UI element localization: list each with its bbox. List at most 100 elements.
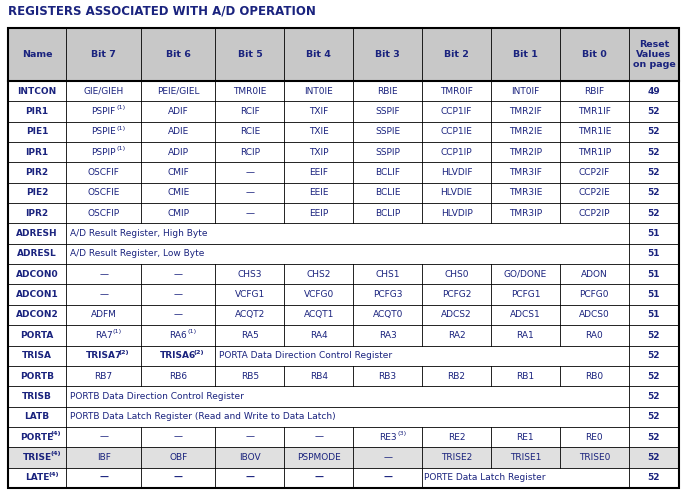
Text: PEIE/GIEL: PEIE/GIEL xyxy=(157,87,199,96)
Text: TMR3IF: TMR3IF xyxy=(509,168,542,177)
Text: Name: Name xyxy=(22,50,52,59)
Text: TMR2IE: TMR2IE xyxy=(509,127,542,136)
Text: EEIP: EEIP xyxy=(309,209,328,218)
Text: CHS3: CHS3 xyxy=(238,270,262,279)
Bar xyxy=(8,325,679,346)
Text: PIE2: PIE2 xyxy=(26,188,48,197)
Text: ADRESL: ADRESL xyxy=(17,249,57,258)
Text: TMR3IP: TMR3IP xyxy=(509,209,542,218)
Text: ACQT0: ACQT0 xyxy=(372,310,403,319)
Text: IBF: IBF xyxy=(97,453,111,462)
Text: PORTB Data Latch Register (Read and Write to Data Latch): PORTB Data Latch Register (Read and Writ… xyxy=(70,412,336,421)
Text: TXIP: TXIP xyxy=(309,148,328,157)
Text: RE0: RE0 xyxy=(585,433,603,441)
Text: —: — xyxy=(174,310,183,319)
Text: 52: 52 xyxy=(648,331,660,340)
Text: PORTE: PORTE xyxy=(21,433,54,441)
Text: INT0IE: INT0IE xyxy=(304,87,333,96)
Text: TRISA7: TRISA7 xyxy=(85,351,122,360)
Bar xyxy=(8,223,679,244)
Text: Bit 1: Bit 1 xyxy=(513,50,538,59)
Text: RE1: RE1 xyxy=(517,433,534,441)
Text: CHS1: CHS1 xyxy=(375,270,400,279)
Text: —: — xyxy=(99,473,108,482)
Text: RB6: RB6 xyxy=(169,372,188,380)
Text: —: — xyxy=(174,473,183,482)
Text: Bit 7: Bit 7 xyxy=(91,50,116,59)
Text: OBF: OBF xyxy=(169,453,188,462)
Text: A/D Result Register, Low Byte: A/D Result Register, Low Byte xyxy=(70,249,205,258)
Text: 52: 52 xyxy=(648,168,660,177)
Text: (2): (2) xyxy=(119,350,129,355)
Bar xyxy=(8,81,679,101)
Text: BCLIE: BCLIE xyxy=(375,188,401,197)
Text: INT0IF: INT0IF xyxy=(511,87,539,96)
Text: RA0: RA0 xyxy=(585,331,603,340)
Text: SSPIP: SSPIP xyxy=(375,148,400,157)
Text: TMR2IP: TMR2IP xyxy=(509,148,542,157)
Text: 52: 52 xyxy=(648,372,660,380)
Text: PSPIP: PSPIP xyxy=(91,148,116,157)
Text: RB2: RB2 xyxy=(447,372,466,380)
Text: 52: 52 xyxy=(648,351,660,360)
Bar xyxy=(8,122,679,142)
Text: Bit 6: Bit 6 xyxy=(166,50,190,59)
Text: Bit 0: Bit 0 xyxy=(582,50,607,59)
Text: —: — xyxy=(174,290,183,299)
Text: 51: 51 xyxy=(648,270,660,279)
Text: RBIE: RBIE xyxy=(377,87,398,96)
Text: —: — xyxy=(245,209,254,218)
Text: —: — xyxy=(99,290,108,299)
Text: RA4: RA4 xyxy=(310,331,328,340)
Text: EEIE: EEIE xyxy=(309,188,328,197)
Text: HLVDIE: HLVDIE xyxy=(440,188,473,197)
Text: —: — xyxy=(245,473,254,482)
Text: 51: 51 xyxy=(648,249,660,258)
Bar xyxy=(8,386,679,407)
Text: ADCS1: ADCS1 xyxy=(510,310,541,319)
Text: TXIF: TXIF xyxy=(309,107,328,116)
Text: 52: 52 xyxy=(648,412,660,421)
Text: PORTA: PORTA xyxy=(21,331,54,340)
Text: Bit 4: Bit 4 xyxy=(306,50,331,59)
Text: HLVDIF: HLVDIF xyxy=(441,168,472,177)
Text: LATE: LATE xyxy=(25,473,49,482)
Text: RBIF: RBIF xyxy=(584,87,605,96)
Text: VCFG0: VCFG0 xyxy=(304,290,334,299)
Text: GIE/GIEH: GIE/GIEH xyxy=(84,87,124,96)
Bar xyxy=(8,244,679,264)
Text: RA7: RA7 xyxy=(95,331,113,340)
Bar xyxy=(8,101,679,122)
Text: TRISA: TRISA xyxy=(22,351,52,360)
Bar xyxy=(8,183,679,203)
Bar xyxy=(8,142,679,162)
Bar xyxy=(8,284,679,305)
Text: ADRESH: ADRESH xyxy=(16,229,58,238)
Text: TRISE2: TRISE2 xyxy=(441,453,472,462)
Text: PCFG1: PCFG1 xyxy=(510,290,540,299)
Text: —: — xyxy=(383,473,392,482)
Text: ADIF: ADIF xyxy=(168,107,188,116)
Text: —: — xyxy=(174,270,183,279)
Text: RE2: RE2 xyxy=(448,433,465,441)
Text: RCIP: RCIP xyxy=(240,148,260,157)
Text: TRISB: TRISB xyxy=(22,392,52,401)
Text: PORTE Data Latch Register: PORTE Data Latch Register xyxy=(424,473,545,482)
Text: CHS0: CHS0 xyxy=(444,270,469,279)
Text: PSPIE: PSPIE xyxy=(91,127,116,136)
Text: ADCS0: ADCS0 xyxy=(579,310,609,319)
Text: BCLIP: BCLIP xyxy=(375,209,401,218)
Bar xyxy=(8,427,679,447)
Text: HLVDIP: HLVDIP xyxy=(440,209,473,218)
Text: SSPIF: SSPIF xyxy=(375,107,400,116)
Text: LATB: LATB xyxy=(25,412,49,421)
Text: (1): (1) xyxy=(113,329,122,334)
Text: (3): (3) xyxy=(397,431,406,436)
Text: 52: 52 xyxy=(648,107,660,116)
Text: —: — xyxy=(314,473,324,482)
Text: —: — xyxy=(99,433,108,441)
Text: RB5: RB5 xyxy=(241,372,259,380)
Text: RA3: RA3 xyxy=(379,331,396,340)
Text: (4): (4) xyxy=(49,472,59,477)
Text: ADIP: ADIP xyxy=(168,148,189,157)
